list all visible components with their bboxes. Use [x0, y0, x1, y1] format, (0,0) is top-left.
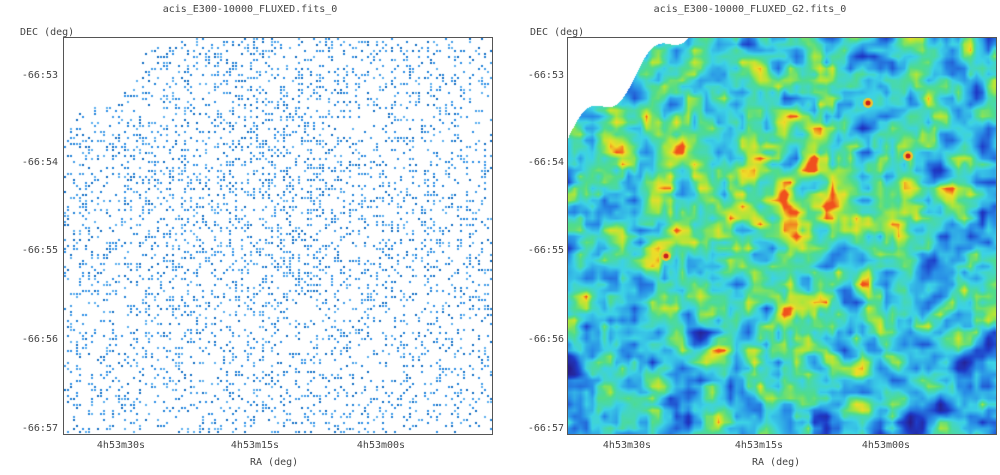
right-image-panel: acis_E300-10000_FLUXED_G2.fits_0 DEC (de… [500, 0, 1000, 475]
sparse-counts-image[interactable] [63, 37, 493, 435]
ra-tick: 4h53m15s [734, 440, 784, 451]
dec-tick: -66:54 [527, 157, 564, 168]
dec-tick: -66:54 [21, 157, 58, 168]
dec-axis-label: DEC (deg) [530, 27, 585, 38]
dec-tick: -66:57 [21, 423, 58, 434]
dec-tick: -66:56 [21, 334, 58, 345]
dec-tick: -66:53 [21, 70, 58, 81]
smoothed-flux-image[interactable] [567, 37, 997, 435]
ra-tick: 4h53m00s [861, 440, 911, 451]
ra-axis-label: RA (deg) [752, 457, 801, 468]
dec-tick: -66:53 [527, 70, 564, 81]
dec-axis-label: DEC (deg) [20, 27, 75, 38]
ra-tick: 4h53m30s [602, 440, 652, 451]
panel-title: acis_E300-10000_FLUXED_G2.fits_0 [653, 4, 847, 15]
dec-tick: -66:55 [21, 245, 58, 256]
ra-tick: 4h53m30s [96, 440, 146, 451]
dec-tick: -66:55 [527, 245, 564, 256]
dec-tick: -66:56 [527, 334, 564, 345]
panel-title: acis_E300-10000_FLUXED.fits_0 [162, 4, 338, 15]
ra-tick: 4h53m00s [356, 440, 406, 451]
ra-axis-label: RA (deg) [250, 457, 299, 468]
ra-tick: 4h53m15s [230, 440, 280, 451]
dec-tick: -66:57 [527, 423, 564, 434]
left-image-panel: acis_E300-10000_FLUXED.fits_0 DEC (deg) … [20, 4, 493, 468]
